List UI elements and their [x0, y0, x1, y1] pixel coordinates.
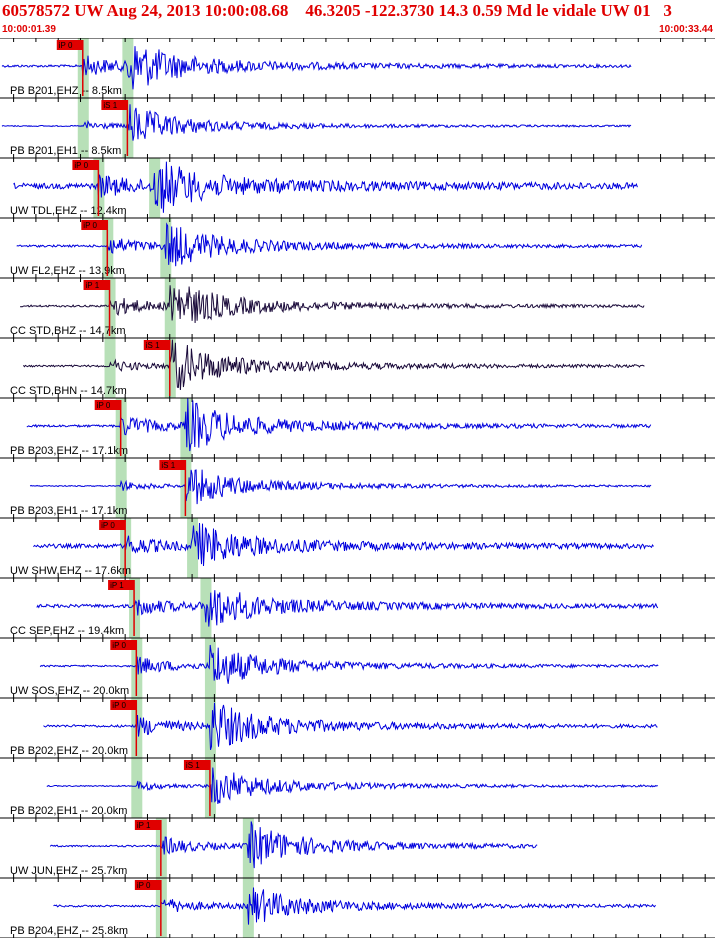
channel-label: CC STD,BHZ -- 14.7km: [10, 325, 126, 337]
phase-pick-flag: [134, 880, 161, 890]
phase-pick-flag: [110, 700, 137, 710]
event-title: 60578572 UW Aug 24, 2013 10:00:08.68 46.…: [2, 1, 672, 20]
phase-pick-label: iP 1: [137, 821, 151, 830]
phase-pick-label: iP 0: [112, 701, 126, 710]
phase-pick-label: iP 0: [101, 521, 115, 530]
p-window-band: [104, 338, 116, 398]
channel-label: PB B202,EH1 -- 20.0km: [10, 805, 127, 817]
phase-pick-label: iP 0: [97, 401, 111, 410]
channel-label: CC STD,BHN -- 14.7km: [10, 385, 127, 397]
waveform-trace: [22, 339, 645, 391]
phase-pick-label: iP 0: [59, 41, 73, 50]
phase-pick-label: iS 1: [103, 101, 117, 110]
channel-label: UW SOS,EHZ -- 20.0km: [10, 685, 129, 697]
channel-label: PB B201,EH1 -- 8.5km: [10, 145, 121, 157]
phase-pick-flag: [101, 100, 128, 110]
waveform-trace: [26, 398, 652, 452]
phase-pick-flag: [99, 520, 126, 530]
phase-pick-flag: [94, 400, 121, 410]
channel-label: PB B204,EHZ -- 25.8km: [10, 925, 128, 937]
waveform-trace: [53, 887, 656, 925]
waveform-trace: [13, 161, 638, 213]
p-window-band: [77, 98, 89, 158]
channel-label: PB B203,EHZ -- 17.1km: [10, 445, 128, 457]
phase-pick-flag: [108, 580, 135, 590]
phase-pick-flag: [134, 820, 161, 830]
phase-pick-flag: [83, 280, 110, 290]
seismogram-plot: PB B201,EHZ -- 8.5km iP 0 PB B201,EH1 -- 8…: [0, 38, 715, 938]
s-window-band: [204, 698, 216, 758]
phase-pick-flag: [110, 640, 137, 650]
phase-pick-label: iP 0: [112, 641, 126, 650]
channel-label: UW JUN,EHZ -- 25.7km: [10, 865, 127, 877]
waveform-trace: [16, 222, 643, 267]
s-window-band: [164, 278, 176, 338]
s-window-band: [187, 518, 199, 578]
phase-pick-flag: [56, 40, 83, 50]
phase-pick-label: iS 1: [161, 461, 175, 470]
header: 60578572 UW Aug 24, 2013 10:00:08.68 46.…: [0, 0, 715, 38]
waveform-trace: [43, 702, 658, 750]
waveform-trace: [20, 285, 645, 324]
phase-pick-label: iS 1: [146, 341, 160, 350]
waveform-trace: [46, 767, 659, 805]
phase-pick-flag: [159, 460, 186, 470]
s-window-band: [242, 878, 254, 938]
waveform-trace: [33, 522, 654, 567]
phase-pick-flag: [183, 760, 210, 770]
waveform-trace: [1, 46, 632, 90]
s-window-band: [200, 578, 212, 638]
channel-label: PB B203,EH1 -- 17.1km: [10, 505, 127, 517]
channel-label: PB B201,EHZ -- 8.5km: [10, 85, 122, 97]
phase-pick-label: iP 0: [74, 161, 88, 170]
phase-pick-flag: [72, 160, 99, 170]
phase-pick-label: iP 1: [86, 281, 100, 290]
phase-pick-label: iP 1: [110, 581, 124, 590]
s-window-band: [204, 638, 216, 698]
end-time: 10:00:33.44: [659, 24, 713, 35]
start-time: 10:00:01.39: [2, 24, 56, 35]
channel-label: PB B202,EHZ -- 20.0km: [10, 745, 128, 757]
waveform-trace: [1, 104, 632, 141]
waveform-trace: [29, 469, 652, 505]
channel-label: UW SHW,EHZ -- 17.6km: [10, 565, 131, 577]
phase-pick-label: iP 0: [83, 221, 97, 230]
channel-label: CC SEP,EHZ -- 19.4km: [10, 625, 124, 637]
channel-label: UW TDL,EHZ -- 12.4km: [10, 205, 127, 217]
s-window-band: [122, 38, 134, 98]
phase-pick-label: iS 1: [186, 761, 200, 770]
phase-pick-flag: [81, 220, 108, 230]
waveform-trace: [39, 644, 659, 684]
phase-pick-label: iP 0: [137, 881, 151, 890]
waveform-trace: [49, 821, 538, 869]
phase-pick-flag: [143, 340, 170, 350]
p-window-band: [131, 758, 143, 818]
p-window-band: [115, 458, 127, 518]
channel-label: UW FL2,EHZ -- 13.9km: [10, 265, 125, 277]
waveform-trace: [36, 590, 659, 627]
